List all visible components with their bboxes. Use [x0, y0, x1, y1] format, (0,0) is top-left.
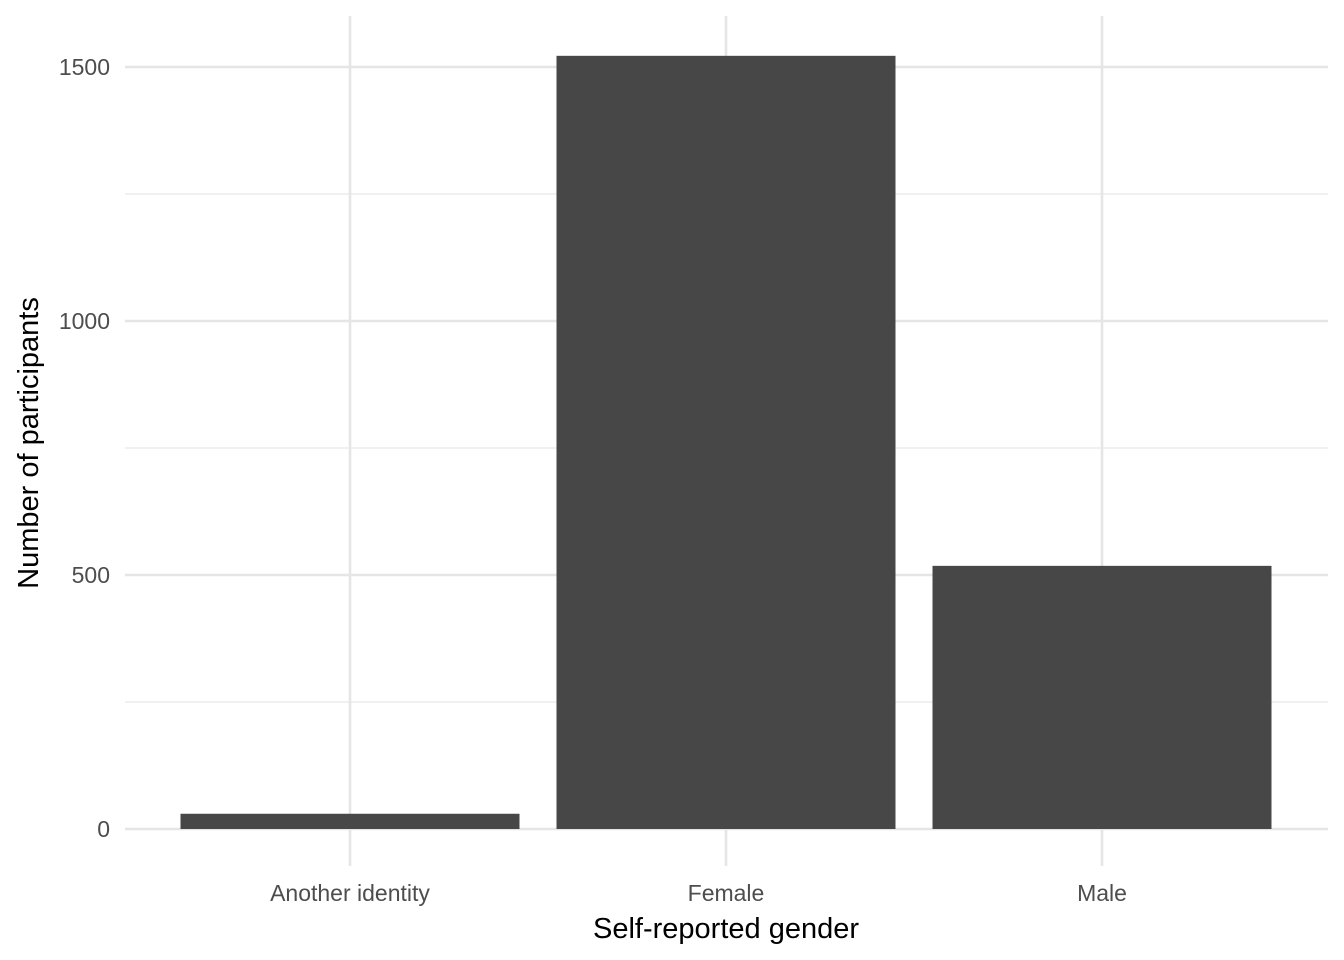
y-tick-label: 500 [72, 562, 110, 588]
x-axis-title: Self-reported gender [593, 913, 859, 945]
y-tick-label: 1500 [59, 54, 110, 80]
bar-female [556, 55, 896, 830]
x-tick-label: Female [688, 880, 765, 906]
y-axis-title: Number of participants [13, 297, 45, 589]
x-tick-labels: Another identity Female Male [270, 880, 1127, 906]
bars [180, 55, 1272, 830]
bar-male [932, 565, 1272, 829]
y-tick-labels: 0 500 1000 1500 [59, 54, 110, 842]
x-tick-label: Male [1077, 880, 1127, 906]
x-tick-label: Another identity [270, 880, 430, 906]
y-tick-label: 0 [97, 816, 110, 842]
bar-another-identity [180, 813, 520, 829]
y-tick-label: 1000 [59, 308, 110, 334]
